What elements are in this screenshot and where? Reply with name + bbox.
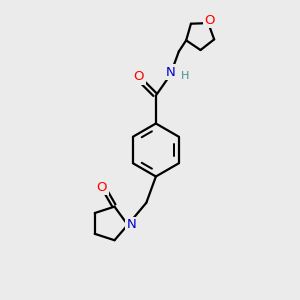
Text: O: O bbox=[134, 70, 144, 83]
Text: O: O bbox=[205, 14, 215, 27]
Text: O: O bbox=[97, 181, 107, 194]
Text: N: N bbox=[165, 66, 175, 79]
Text: H: H bbox=[182, 71, 190, 82]
Text: N: N bbox=[127, 218, 136, 231]
